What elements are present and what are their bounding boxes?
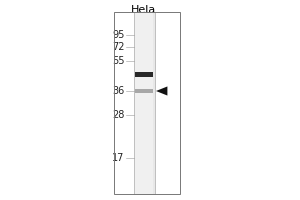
Text: 36: 36 xyxy=(112,86,124,96)
Text: 55: 55 xyxy=(112,56,124,66)
Bar xyxy=(134,12,154,194)
Bar xyxy=(135,89,153,93)
Text: 28: 28 xyxy=(112,110,124,120)
Bar xyxy=(135,72,153,77)
Bar xyxy=(114,12,180,194)
Text: 72: 72 xyxy=(112,42,124,52)
Text: 17: 17 xyxy=(112,153,124,163)
Bar xyxy=(135,12,153,194)
Text: Hela: Hela xyxy=(131,5,157,15)
Polygon shape xyxy=(156,86,167,96)
Text: 95: 95 xyxy=(112,30,124,40)
